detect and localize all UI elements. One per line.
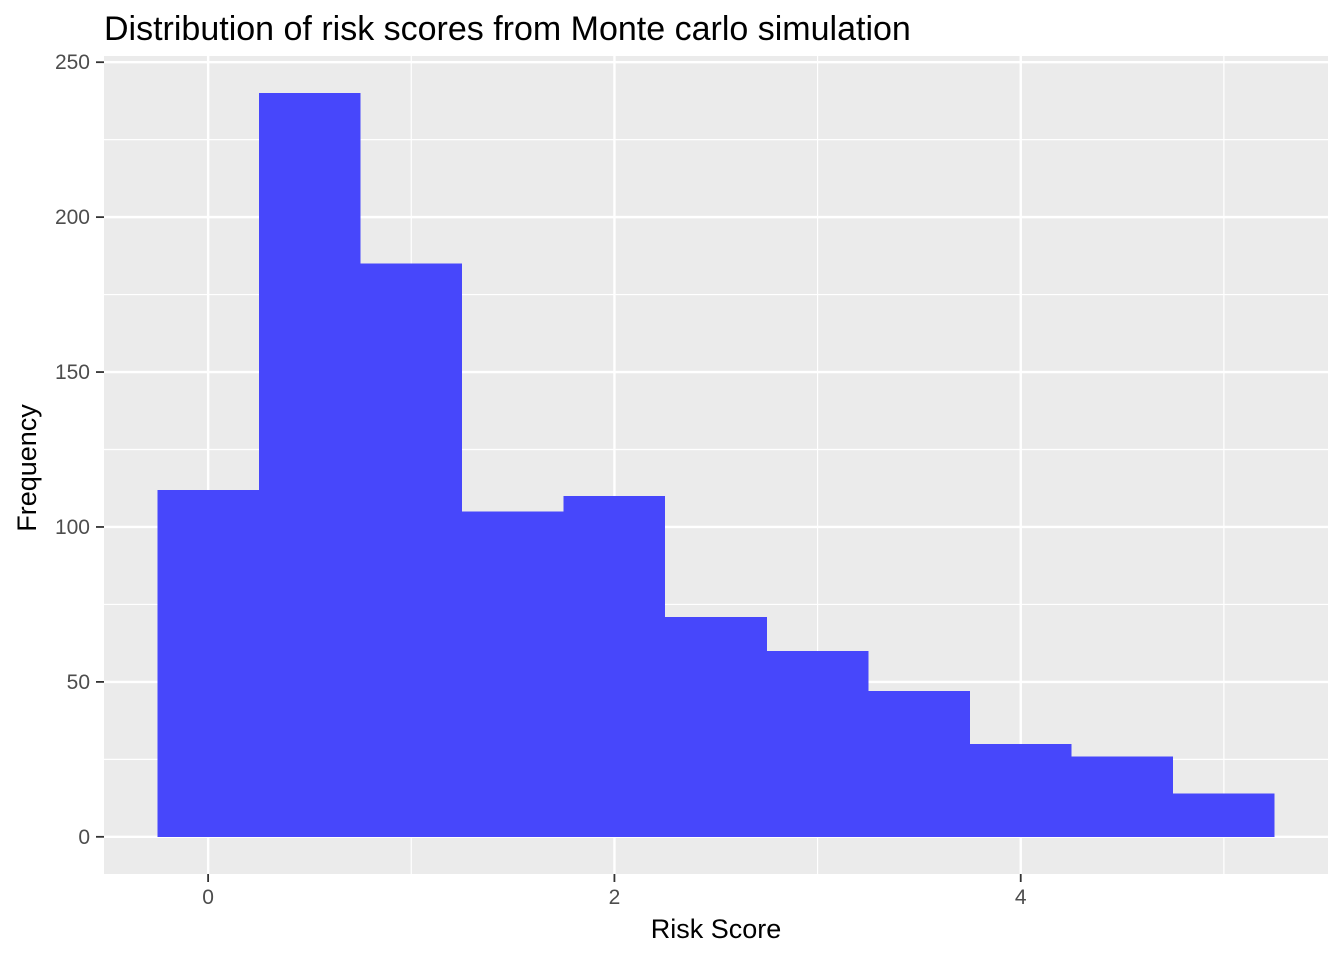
x-axis: 0 2 4 [202,874,1027,909]
chart-title: Distribution of risk scores from Monte c… [104,10,911,48]
histogram-bars [157,93,1275,837]
histogram-bar-4 [462,511,564,837]
x-tick-label: 0 [202,886,214,909]
histogram-bar-8 [868,691,970,837]
y-tick-label: 50 [67,671,90,694]
y-tick-label: 250 [55,51,90,74]
y-tick-label: 0 [78,826,90,849]
histogram-bar-2 [258,93,361,837]
y-axis-title: Frequency [12,404,42,532]
y-tick-label: 100 [55,516,90,539]
histogram-bar-10 [1071,756,1174,837]
y-tick-label: 150 [55,361,90,384]
x-tick-label: 2 [609,886,621,909]
histogram-bar-9 [969,743,1072,837]
x-axis-title: Risk Score [651,914,782,944]
histogram-bar-11 [1173,793,1275,837]
y-tick-label: 200 [55,206,90,229]
histogram-bar-5 [563,495,666,837]
histogram-bar-6 [665,616,767,837]
histogram-bar-1 [157,489,259,837]
y-axis: 0 50 100 150 200 250 [55,51,104,849]
x-tick-label: 4 [1015,886,1027,909]
histogram-bar-3 [360,263,463,837]
histogram-bar-7 [766,650,869,837]
